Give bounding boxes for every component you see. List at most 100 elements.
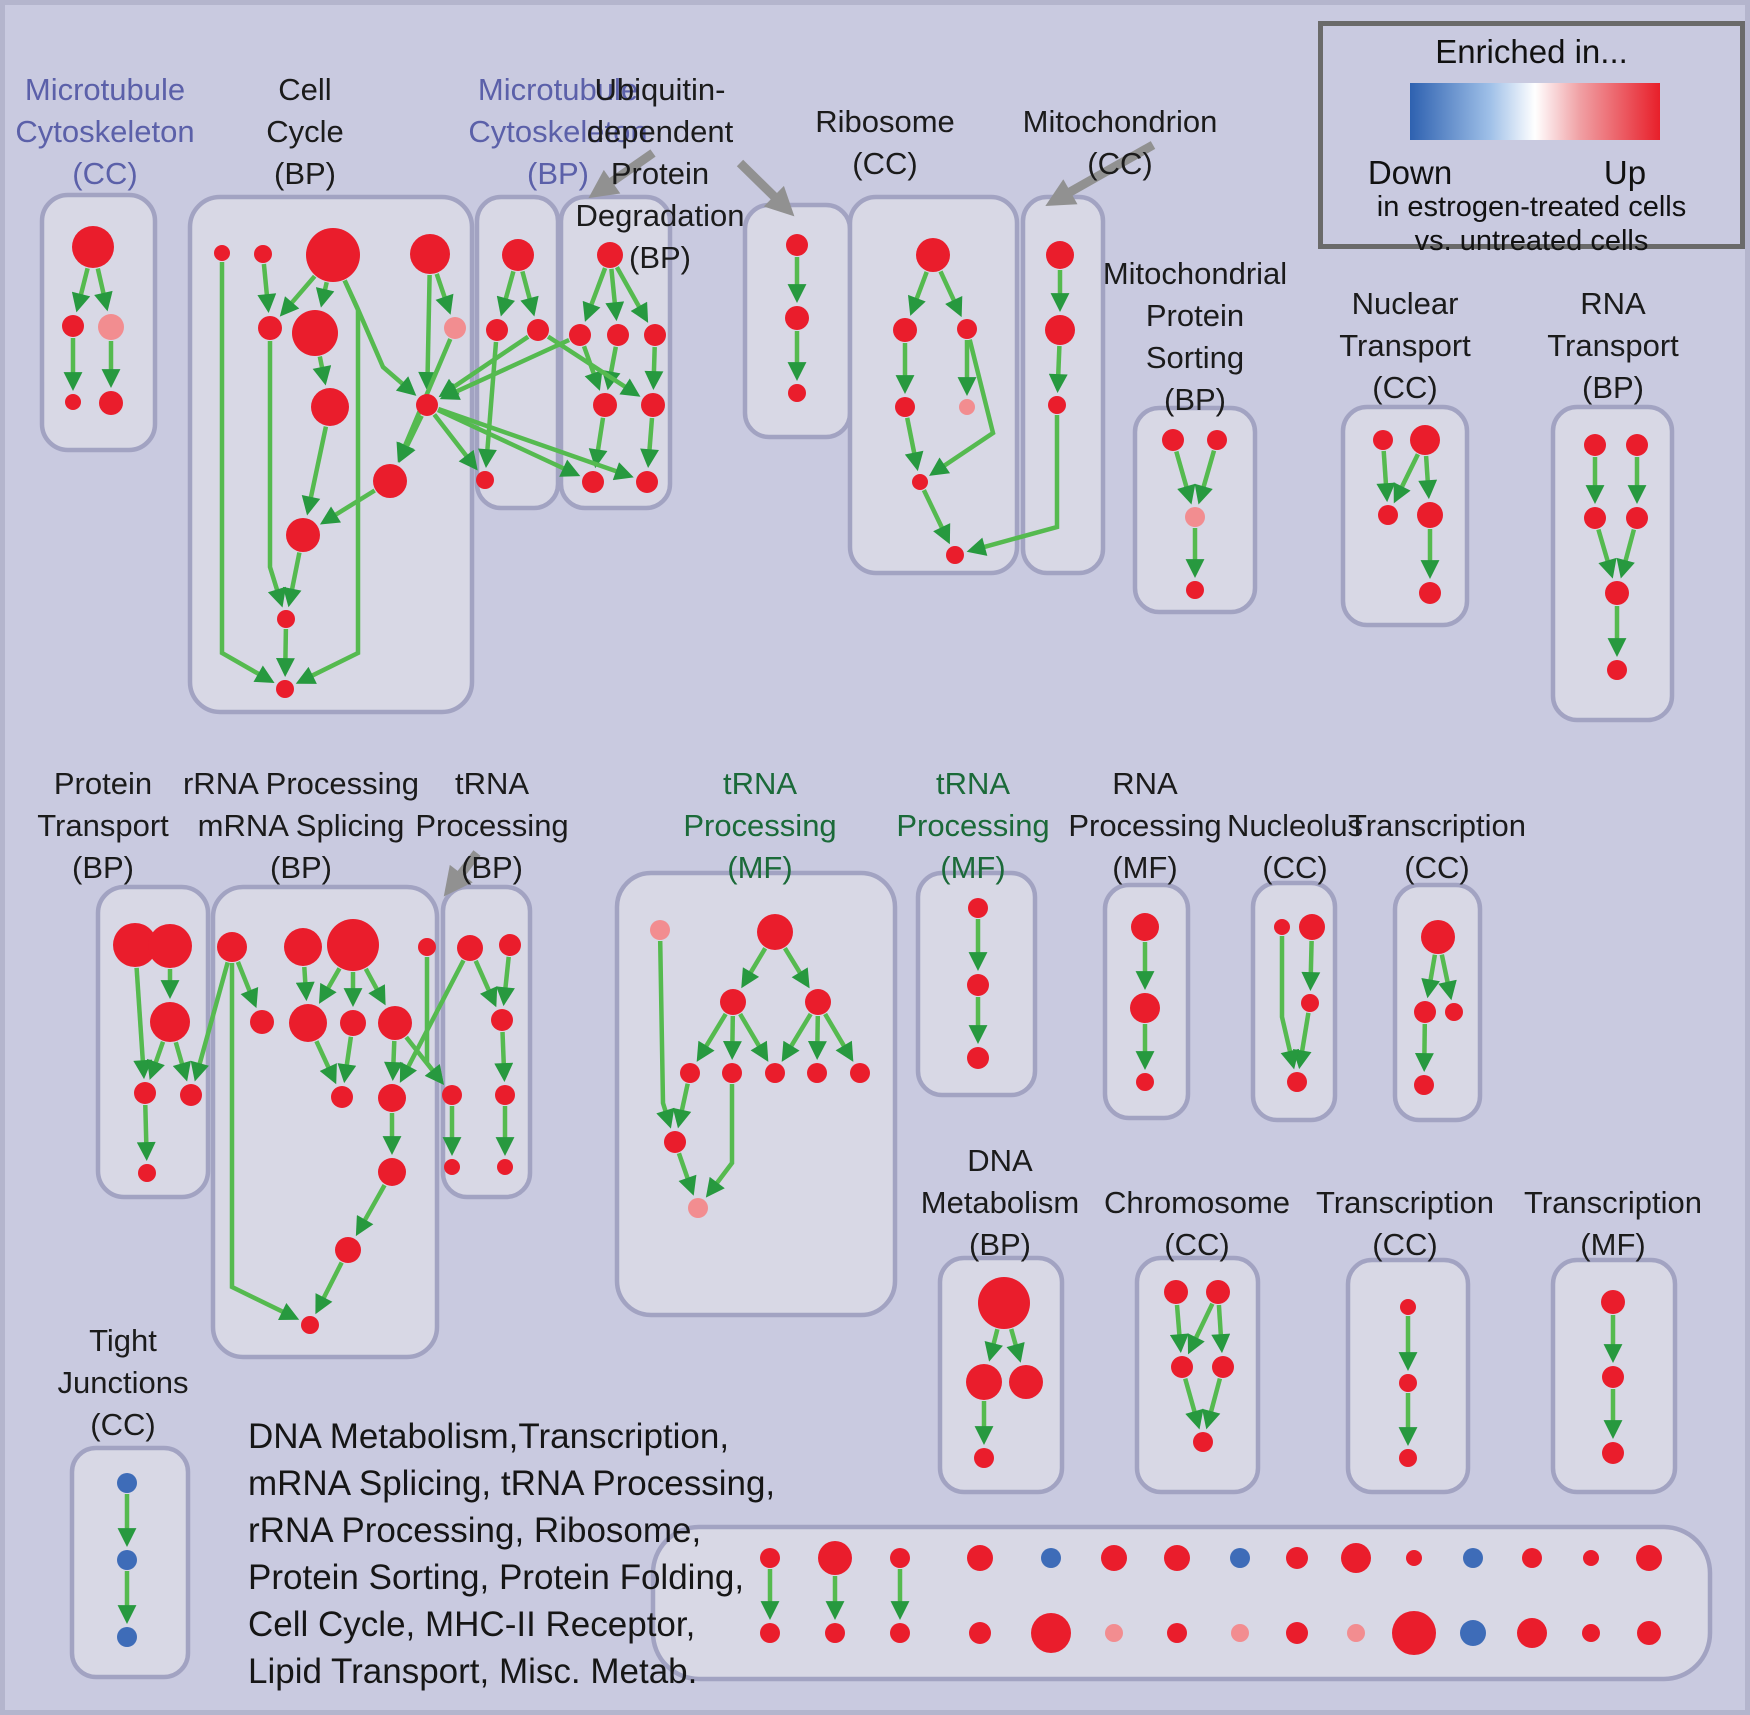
- graph-node: [373, 464, 407, 498]
- cluster-box-mixed-terms-strip: [650, 1524, 1713, 1682]
- graph-edge: [295, 966, 315, 1002]
- graph-node: [1045, 315, 1075, 345]
- graph-edge: [301, 426, 329, 516]
- graph-node: [65, 394, 81, 410]
- graph-node: [974, 1448, 994, 1468]
- graph-node: [311, 388, 349, 426]
- cluster-label-line: RNA: [1112, 766, 1178, 801]
- cluster-label-line: tRNA: [454, 766, 530, 801]
- graph-node: [113, 923, 157, 967]
- graph-node: [968, 898, 988, 918]
- graph-edge: [219, 262, 275, 684]
- graph-node: [1286, 1547, 1308, 1569]
- graph-node: [1517, 1618, 1547, 1648]
- cluster-label-trna-processing-mf-small: tRNA Processing (MF): [896, 763, 1049, 889]
- graph-edge: [656, 940, 675, 1129]
- cluster-label-line: Degradation: [575, 198, 745, 233]
- graph-node: [444, 1159, 460, 1175]
- cluster-box-nucleolus-cc: [1250, 880, 1338, 1123]
- cluster-label-line: Protein: [610, 156, 710, 191]
- graph-node: [969, 1622, 991, 1644]
- cluster-label-line: (BP): [1581, 370, 1644, 405]
- graph-node: [378, 1158, 406, 1186]
- graph-node: [890, 1623, 910, 1643]
- graph-edge: [438, 334, 530, 398]
- graph-edge: [601, 346, 621, 391]
- graph-edge: [908, 271, 929, 316]
- graph-node: [760, 1548, 780, 1568]
- graph-edge: [520, 270, 539, 317]
- graph-node: [641, 393, 665, 417]
- graph-node: [499, 934, 521, 956]
- graph-edge: [436, 407, 581, 477]
- graph-node: [805, 989, 831, 1015]
- cluster-label-line: tRNA: [935, 766, 1011, 801]
- graph-edge: [432, 413, 478, 471]
- graph-edge: [1616, 529, 1637, 579]
- cluster-label-line: (BP): [460, 850, 523, 885]
- graph-edge: [1418, 455, 1438, 500]
- graph-node: [416, 394, 438, 416]
- graph-node: [1626, 507, 1648, 529]
- graph-node: [497, 1159, 513, 1175]
- cluster-label-line: Nucleolus: [1226, 808, 1364, 843]
- cluster-label-line: Transcription: [1523, 1185, 1703, 1220]
- graph-node: [410, 234, 450, 274]
- graph-node: [1583, 1550, 1599, 1566]
- graph-node: [148, 924, 192, 968]
- cluster-label-microtubule-cytoskeleton-cc: Microtubule Cytoskeleton (CC): [15, 69, 194, 195]
- graph-node: [258, 316, 282, 340]
- network-canvas: [39, 141, 1713, 1682]
- graph-node: [276, 680, 294, 698]
- graph-edge: [190, 961, 230, 1082]
- graph-edge: [696, 1012, 728, 1062]
- note-line: rRNA Processing, Ribosome,: [248, 1511, 702, 1550]
- graph-edge: [496, 956, 515, 1007]
- graph-node: [1421, 920, 1455, 954]
- cluster-label-nuclear-transport-cc: Nuclear Transport (CC): [1339, 283, 1471, 409]
- cluster-label-mitochondrial-protein-sorting-bp: Mitochondrial Protein Sorting (BP): [1103, 253, 1287, 421]
- graph-node: [1601, 1290, 1625, 1314]
- cluster-label-line: Transcription: [1315, 1185, 1495, 1220]
- graph-node: [1373, 430, 1393, 450]
- cluster-label-line: Microtubule: [24, 72, 186, 107]
- graph-node: [1400, 1299, 1416, 1315]
- cluster-box-rrna-processing-mrna-splicing-bp: [210, 884, 440, 1360]
- graph-node: [788, 384, 806, 402]
- graph-edge: [399, 959, 466, 1083]
- graph-edge: [235, 961, 259, 1009]
- cluster-label-line: Cytoskeleton: [15, 114, 195, 149]
- graph-node: [912, 474, 928, 490]
- graph-node: [117, 1550, 137, 1570]
- cluster-label-mitochondrion-cc: Mitochondrion (CC): [1023, 101, 1218, 185]
- graph-node: [250, 1010, 274, 1034]
- note-line: Cell Cycle, MHC-II Receptor,: [248, 1605, 696, 1644]
- graph-node: [340, 1010, 366, 1036]
- graph-node: [650, 920, 670, 940]
- graph-edge: [1169, 1304, 1189, 1354]
- graph-node: [818, 1541, 852, 1575]
- graph-node: [1522, 1548, 1542, 1568]
- graph-node: [957, 319, 977, 339]
- graph-node: [1212, 1356, 1234, 1378]
- graph-node: [597, 242, 623, 268]
- cluster-label-line: Transport: [1339, 328, 1471, 363]
- graph-node: [916, 238, 950, 272]
- cluster-label-rrna-processing-mrna-splicing-bp: rRNA Processing mRNA Splicing (BP): [183, 763, 419, 889]
- cluster-box-trna-processing-mf-large: [614, 870, 898, 1318]
- cluster-label-line: Metabolism: [920, 1185, 1080, 1220]
- graph-node: [959, 399, 975, 415]
- cluster-label-line: (MF): [727, 850, 793, 885]
- legend-up-label: Up: [1603, 154, 1647, 191]
- graph-edge: [672, 1083, 692, 1129]
- cluster-label-line: (MF): [940, 850, 1006, 885]
- graph-node: [502, 239, 534, 271]
- graph-node: [527, 319, 549, 341]
- graph-node: [1167, 1623, 1187, 1643]
- graph-edge: [404, 1035, 444, 1085]
- graph-edge: [1301, 940, 1321, 992]
- graph-edge: [581, 345, 603, 391]
- graph-edge: [434, 273, 454, 315]
- graph-node: [786, 234, 808, 256]
